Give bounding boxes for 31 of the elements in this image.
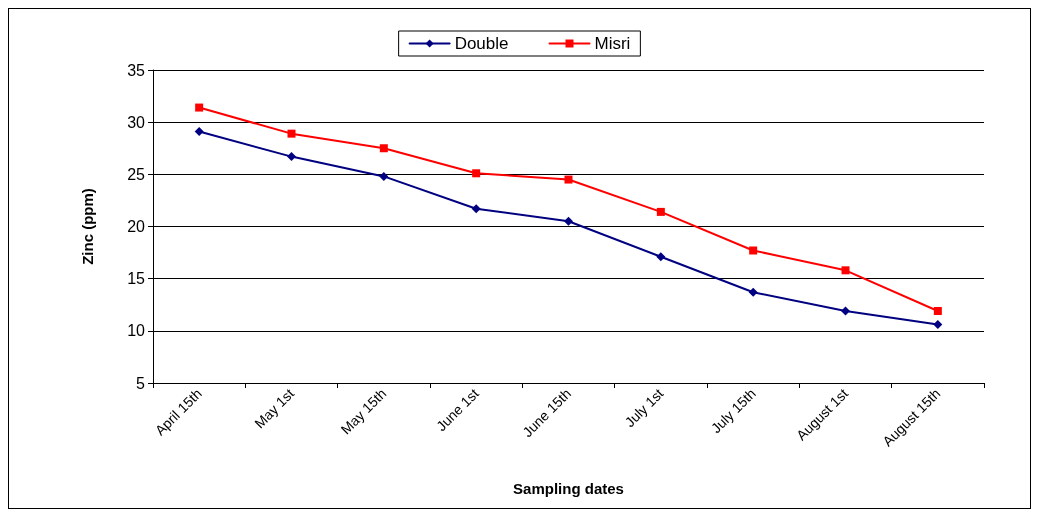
point [656, 252, 666, 262]
y-tick-label: 35 [127, 61, 146, 79]
point [933, 307, 942, 316]
point [379, 171, 389, 181]
y-tick-label: 10 [127, 322, 146, 340]
point [748, 287, 758, 297]
y-tick-label: 25 [127, 165, 146, 183]
point [379, 144, 388, 153]
point [564, 175, 573, 184]
y-tick-label: 20 [127, 218, 146, 235]
point [194, 127, 204, 137]
point [287, 152, 296, 162]
legend-label: Misri [594, 34, 631, 53]
x-tick-label: July 1st [621, 385, 667, 431]
point [472, 169, 481, 178]
y-tick-label: 15 [127, 270, 146, 288]
x-axis-title: Sampling dates [513, 480, 624, 497]
y-axis-title: Zinc (ppm) [79, 188, 96, 265]
point [287, 129, 296, 138]
x-tick-label: July 15th [707, 385, 759, 437]
point [841, 306, 850, 316]
legend-label: Double [454, 34, 509, 53]
point [656, 207, 665, 216]
point [564, 216, 573, 226]
point [749, 246, 758, 255]
point [195, 103, 204, 112]
y-tick-label: 30 [127, 113, 146, 131]
point [841, 266, 850, 275]
point [933, 320, 943, 330]
point [471, 204, 481, 214]
y-tick-label: 5 [136, 374, 146, 392]
